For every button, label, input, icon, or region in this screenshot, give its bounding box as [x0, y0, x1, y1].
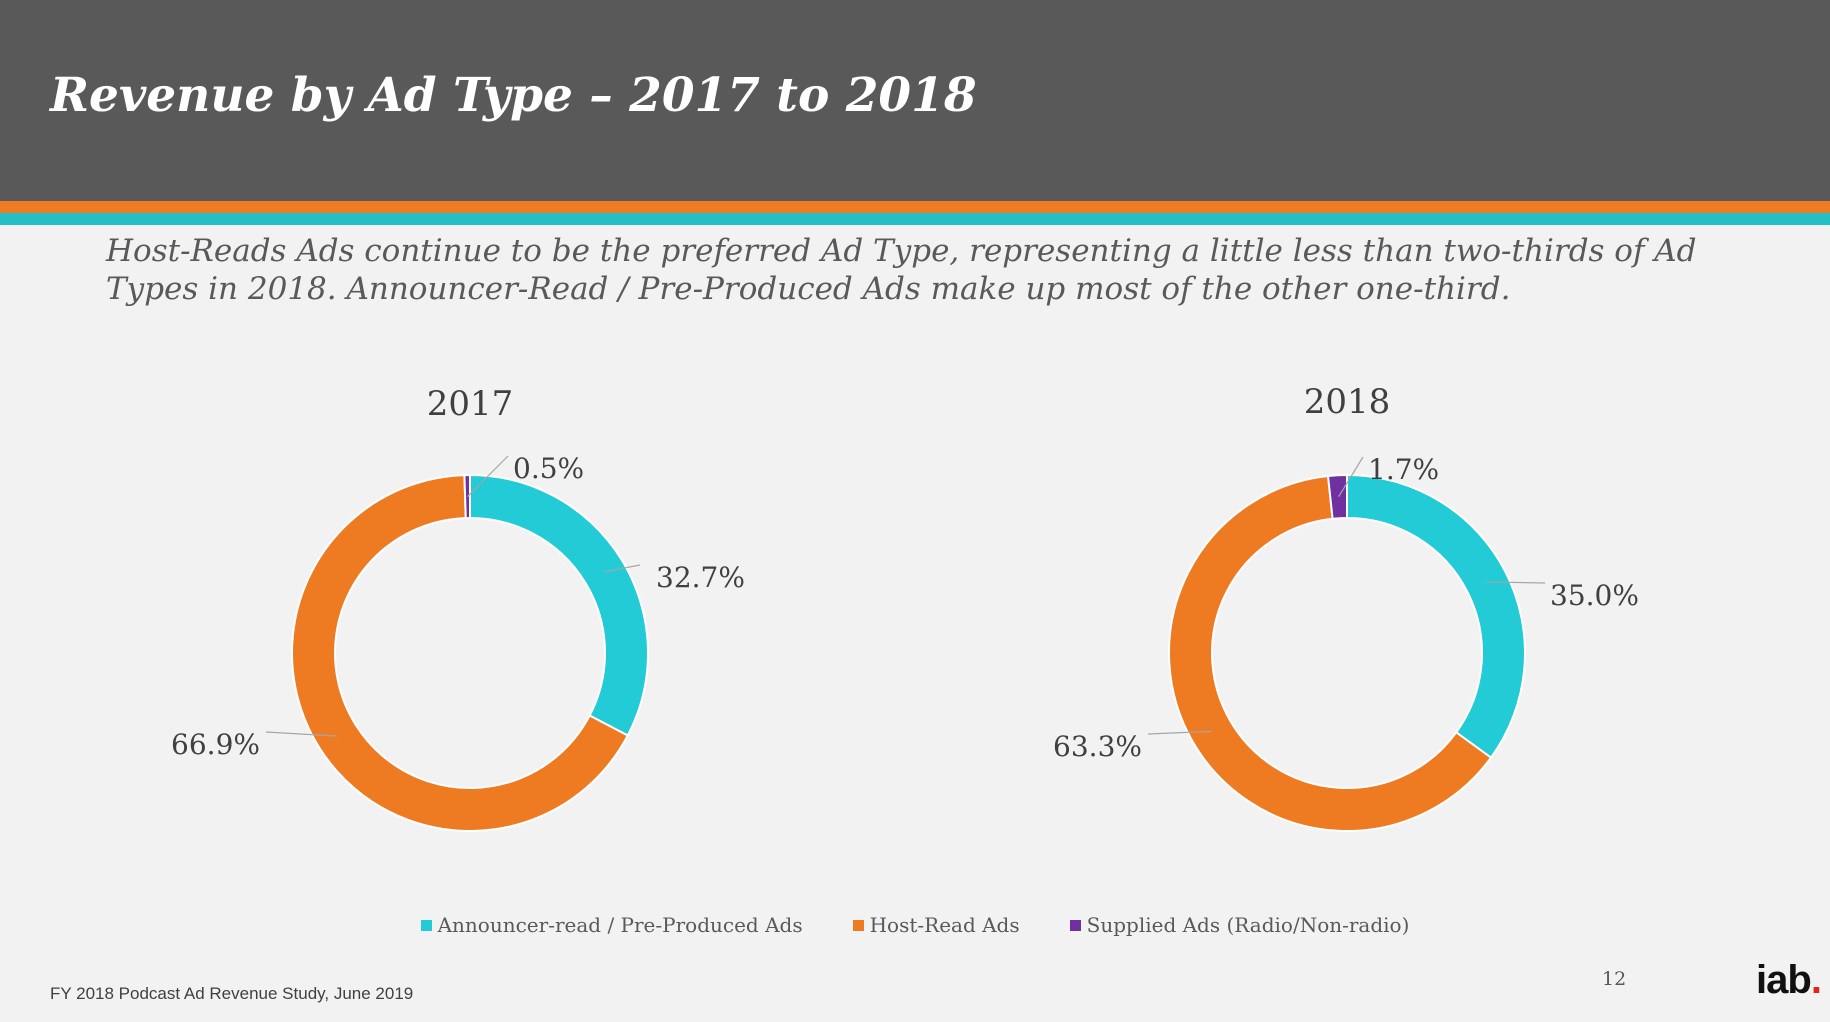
data-label-announcer-2017: 32.7%: [656, 561, 745, 594]
legend-item-announcer: Announcer-read / Pre-Produced Ads: [420, 913, 803, 937]
data-label-host-read-2018: 63.3%: [1053, 730, 1142, 763]
legend-swatch-host-read: [852, 919, 864, 931]
data-label-host-read-2017: 66.9%: [171, 728, 260, 761]
data-label-announcer-2018: 35.0%: [1550, 579, 1639, 612]
chart-title-2018: 2018: [1304, 382, 1391, 422]
page-subtitle: Host-Reads Ads continue to be the prefer…: [106, 233, 1697, 307]
leader-line-announcer-2018: [1486, 581, 1546, 584]
legend-swatch-supplied: [1069, 919, 1081, 931]
data-label-supplied-2018: 1.7%: [1368, 453, 1439, 486]
data-label-supplied-2017: 0.5%: [513, 452, 584, 485]
legend-item-host-read: Host-Read Ads: [852, 913, 1020, 937]
page-title: Revenue by Ad Type – 2017 to 2018: [50, 68, 977, 123]
legend-item-supplied: Supplied Ads (Radio/Non-radio): [1069, 913, 1410, 937]
slice-announcer-2017: [469, 473, 649, 737]
footer-source: FY 2018 Podcast Ad Revenue Study, June 2…: [50, 984, 414, 1003]
leader-line-host-read-2017: [265, 731, 338, 737]
leader-line-supplied-2018: [1338, 456, 1364, 498]
orange-stripe: [0, 201, 1830, 213]
legend-label-supplied: Supplied Ads (Radio/Non-radio): [1086, 913, 1410, 937]
leader-line-supplied-2017: [467, 455, 509, 497]
slice-supplied-2017: [463, 473, 471, 520]
iab-logo: iab.: [1756, 958, 1822, 1002]
leader-line-host-read-2018: [1147, 730, 1212, 735]
legend-label-announcer: Announcer-read / Pre-Produced Ads: [437, 913, 803, 937]
chart-title-2017: 2017: [427, 384, 514, 424]
donut-chart-2017: 2017 32.7% 66.9% 0.5%: [171, 384, 745, 832]
slice-host-read-2018: [1168, 474, 1493, 832]
slice-supplied-2018: [1326, 473, 1348, 520]
donut-chart-2018: 2018 35.0% 63.3% 1.7%: [1053, 382, 1639, 832]
leader-line-announcer-2017: [603, 564, 641, 573]
page-number: 12: [1602, 968, 1627, 990]
slice-announcer-2018: [1346, 473, 1526, 760]
legend-label-host-read: Host-Read Ads: [869, 913, 1020, 937]
teal-stripe: [0, 213, 1830, 225]
legend-swatch-announcer: [420, 919, 432, 931]
legend: Announcer-read / Pre-Produced Ads Host-R…: [0, 913, 1830, 937]
header-bar: Revenue by Ad Type – 2017 to 2018: [0, 0, 1830, 201]
slice-host-read-2017: [291, 474, 630, 832]
